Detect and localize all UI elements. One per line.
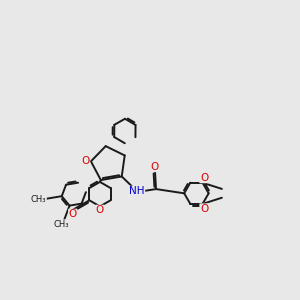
Text: O: O <box>200 173 208 183</box>
Text: O: O <box>96 205 104 215</box>
Text: O: O <box>69 209 77 219</box>
Text: O: O <box>82 156 90 167</box>
Text: NH: NH <box>129 186 145 196</box>
Text: CH₃: CH₃ <box>54 220 69 229</box>
Text: O: O <box>151 162 159 172</box>
Text: O: O <box>200 204 208 214</box>
Text: CH₃: CH₃ <box>31 195 46 204</box>
